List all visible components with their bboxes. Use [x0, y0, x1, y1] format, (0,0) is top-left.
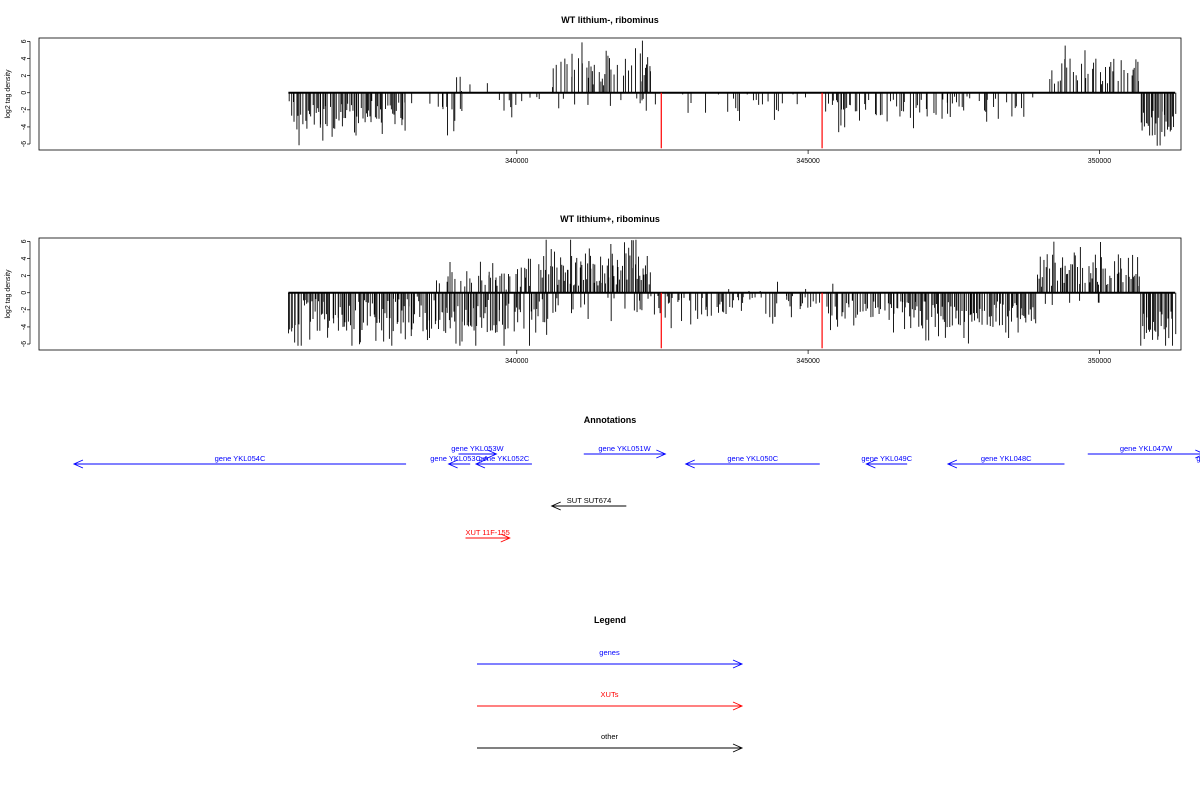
y-tick-label: 0	[21, 291, 28, 295]
legend-item-genes: genes	[477, 648, 744, 669]
y-tick-label: 2	[21, 274, 28, 278]
feature-label: gene YKL046C	[1196, 454, 1200, 463]
annotations-title: Annotations	[584, 415, 637, 425]
y-axis-label: log2 tag density	[5, 269, 12, 319]
arrow-head-icon	[684, 459, 695, 469]
arrow-head-icon	[474, 459, 486, 469]
arrow-head-icon	[732, 659, 744, 669]
arrow-head-icon	[656, 449, 667, 459]
feature-label: gene YKL054C	[215, 454, 266, 463]
arrow-head-icon	[447, 459, 458, 469]
arrow-head-icon	[732, 743, 744, 753]
y-tick-label: -2	[21, 107, 28, 113]
annotation-gene-ykl053w: gene YKL053W	[451, 444, 505, 459]
arrow-head-icon	[500, 533, 511, 543]
data-bars	[288, 40, 1177, 146]
legend-title: Legend	[594, 615, 626, 625]
feature-label: gene YKL047W	[1120, 444, 1173, 453]
annotation-sut-sut674: SUT SUT674	[550, 496, 627, 511]
y-axis-label: log2 tag density	[5, 69, 12, 119]
y-axis: -6 -4 -2 0 2 4 6	[21, 39, 31, 147]
x-tick-label: 345000	[796, 358, 819, 365]
feature-label: gene YKL053W	[451, 444, 504, 453]
legend-label: XUTs	[601, 690, 619, 699]
annotation-gene-ykl052c: gene YKL052C	[474, 454, 532, 469]
annotation-xut-11f-155: XUT 11F-155	[465, 528, 511, 543]
feature-label: gene YKL052C	[479, 454, 530, 463]
legend-panel: Legend genes XUTs other	[477, 615, 744, 753]
highlight-bars	[660, 92, 823, 149]
annotation-gene-ykl049c: gene YKL049C	[861, 454, 913, 469]
arrow-head-icon	[865, 459, 876, 469]
arrow-head-icon	[946, 459, 958, 469]
arrow-head-icon	[550, 501, 561, 511]
feature-label: gene YKL049C	[861, 454, 912, 463]
arrow-head-icon	[72, 459, 84, 469]
x-tick-label: 345000	[796, 158, 819, 165]
annotation-gene-ykl054c: gene YKL054C	[72, 454, 407, 469]
arrow-head-icon	[1195, 449, 1200, 459]
y-tick-label: 4	[21, 256, 28, 260]
feature-label: gene YKL051W	[598, 444, 651, 453]
data-bars	[287, 239, 1177, 346]
feature-label: gene YKL050C	[727, 454, 778, 463]
track-panel-lithium-minus: WT lithium-, ribominus log2 tag density …	[5, 15, 1182, 165]
y-tick-label: -4	[21, 124, 28, 130]
y-tick-label: -6	[21, 341, 28, 347]
x-tick-label: 350000	[1088, 358, 1111, 365]
y-tick-label: 0	[21, 91, 28, 95]
x-tick-label: 340000	[505, 158, 528, 165]
feature-label: XUT 11F-155	[465, 528, 509, 537]
plot-frame	[38, 37, 1182, 151]
feature-label: SUT SUT674	[567, 496, 611, 505]
annotation-gene-ykl048c: gene YKL048C	[946, 454, 1065, 469]
arrow-head-icon	[732, 701, 744, 711]
x-axis: 340000 345000 350000	[505, 350, 1111, 365]
feature-label: gene YKL053C-A	[430, 454, 488, 463]
y-tick-label: 4	[21, 56, 28, 60]
legend-label: genes	[599, 648, 620, 657]
panel-title: WT lithium-, ribominus	[561, 15, 659, 25]
y-tick-label: 2	[21, 74, 28, 78]
x-tick-label: 340000	[505, 358, 528, 365]
track-panel-lithium-plus: WT lithium+, ribominus log2 tag density …	[5, 214, 1182, 365]
legend-label: other	[601, 732, 619, 741]
panel-title: WT lithium+, ribominus	[560, 214, 660, 224]
legend-items: genes XUTs other	[477, 648, 744, 753]
annotation-gene-ykl053c-a: gene YKL053C-A	[430, 454, 489, 469]
plot-frame	[38, 237, 1182, 351]
y-tick-label: -6	[21, 141, 28, 147]
y-tick-label: -4	[21, 324, 28, 330]
legend-item-other: other	[477, 732, 744, 753]
y-axis: -6 -4 -2 0 2 4 6	[21, 239, 31, 347]
annotation-gene-ykl047w: gene YKL047W	[1087, 444, 1200, 459]
y-tick-label: -2	[21, 307, 28, 313]
x-tick-label: 350000	[1088, 158, 1111, 165]
x-axis: 340000 345000 350000	[505, 150, 1111, 165]
arrow-head-icon	[487, 449, 498, 459]
annotation-gene-ykl050c: gene YKL050C	[684, 454, 820, 469]
highlight-bars	[660, 292, 823, 349]
y-tick-label: 6	[21, 39, 28, 43]
y-tick-label: 6	[21, 239, 28, 243]
annotation-gene-ykl051w: gene YKL051W	[583, 444, 667, 459]
feature-label: gene YKL048C	[981, 454, 1032, 463]
legend-item-xuts: XUTs	[477, 690, 744, 711]
annotation-gene-ykl046c: gene YKL046C	[1196, 454, 1200, 463]
